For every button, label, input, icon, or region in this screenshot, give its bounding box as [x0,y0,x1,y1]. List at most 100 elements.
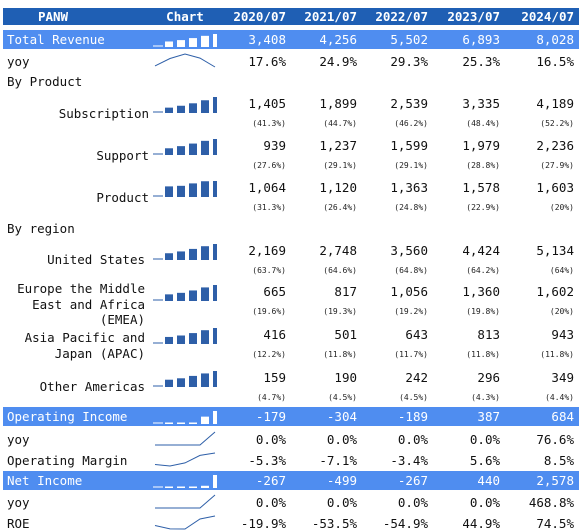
product-chart [153,139,217,155]
chart-bar [177,40,185,47]
chart-bar [201,181,209,197]
row-label: United States [3,252,145,268]
row-value: 16.5% [536,54,574,69]
share-value: (27.9%) [540,161,574,170]
chart-bar [177,335,185,344]
share-value: (4.4%) [545,393,574,402]
chart-bar [213,97,217,113]
row-value: 1,602 [536,284,574,299]
row-value: 4,189 [536,96,574,111]
row-value: -7.1% [319,453,357,468]
chart-bar [201,35,209,47]
chart-line [154,53,216,68]
share-value: (11.8%) [466,350,500,359]
chart-bar [213,411,217,424]
row-label: Operating Income [7,409,128,424]
row-value: 349 [551,370,574,385]
row-label-line: Other Americas [39,379,145,394]
row-label: Subscription [58,106,149,121]
row-value: -267 [255,473,286,488]
row-value: 440 [477,473,500,488]
share-value: (52.2%) [540,119,574,128]
row-value: 29.3% [390,54,428,69]
chart-bar [213,181,217,197]
share-value: (63.7%) [252,266,286,275]
chart-bar [177,146,185,155]
row-value: 296 [477,370,500,385]
operating-income-row: Operating Income -179 -304 -189 387 684 [3,407,579,426]
roe-row: ROE -19.9% -53.5% -54.9% 44.9% 74.5% [3,513,579,532]
row-value: -5.3% [248,453,286,468]
year-header: 2023/07 [447,9,500,24]
chart-bar [165,148,173,155]
row-value: 0.0% [469,495,500,510]
row-value: 2,539 [390,96,428,111]
share-value: (20%) [549,203,574,212]
share-value: (27.6%) [252,161,286,170]
operating-margin-row: Operating Margin -5.3% -7.1% -3.4% 5.6% 8.5% [3,450,579,469]
region-row: Asia Pacific and Japan (APAC) 416 501 643 813… [3,324,579,366]
share-value: (19.2%) [394,307,428,316]
row-value: 813 [477,327,500,342]
section-label: By region [7,221,75,236]
row-value: -3.4% [390,453,428,468]
row-value: 0.0% [255,495,286,510]
row-value: 2,578 [536,473,574,488]
share-value: (11.7%) [394,350,428,359]
share-value: (28.8%) [466,161,500,170]
row-label: yoy [7,432,30,447]
by-region-section: By region [3,219,579,238]
chart-bar [165,486,173,488]
chart-bar [201,416,209,424]
row-value: 17.6% [248,54,286,69]
product-row: Support 939 1,237 1,599 1,979 2,236 (27.6%) (29… [3,135,579,177]
row-label: Support [96,148,149,163]
roe-chart [154,515,216,530]
chart-bar [177,422,185,424]
row-value: 0.0% [326,495,357,510]
chart-bar [189,290,197,301]
chart-bar [201,140,209,155]
share-value: (44.7%) [323,119,357,128]
region-row: Europe the Middle East and Africa (EMEA) 66… [3,281,579,327]
row-value: 501 [334,327,357,342]
row-value: 76.6% [536,432,574,447]
row-value: 1,603 [536,180,574,195]
chart-line [155,431,216,446]
row-value: 1,899 [319,96,357,111]
net-income-yoy-row: yoy 0.0% 0.0% 0.0% 0.0% 468.8% [3,492,579,511]
row-value: 190 [334,370,357,385]
row-value: 1,363 [390,180,428,195]
chart-bar [177,292,185,301]
row-value: 387 [477,409,500,424]
share-value: (4.5%) [399,393,428,402]
row-value: 5.6% [469,453,500,468]
row-label: yoy [7,54,30,69]
operating-yoy-chart [155,431,216,446]
chart-bar [165,41,173,47]
share-value: (24.8%) [394,203,428,212]
row-value: -304 [326,409,357,424]
chart-bar [165,107,173,113]
row-value: -19.9% [240,516,286,531]
row-label: Europe the Middle East and Africa (EMEA) [3,281,145,328]
row-value: 3,408 [248,32,286,47]
share-value: (19.8%) [466,307,500,316]
row-value: 4,424 [462,243,500,258]
row-value: 25.3% [462,54,500,69]
share-value: (41.3%) [252,119,286,128]
ticker-label: PANW [37,9,69,24]
row-value: 159 [263,370,286,385]
row-value: 1,979 [462,138,500,153]
row-label: Asia Pacific and Japan (APAC) [3,330,145,361]
total-revenue-yoy-row: yoy 17.6% 24.9% 29.3% 25.3% 16.5% [3,51,579,70]
row-value: 0.0% [397,432,428,447]
share-value: (4.5%) [328,393,357,402]
chart-bar [165,422,173,424]
row-value: -499 [326,473,357,488]
row-value: 1,578 [462,180,500,195]
row-value: 468.8% [528,495,574,510]
chart-bar [201,330,209,344]
region-chart [153,244,217,260]
row-value: 0.0% [469,432,500,447]
